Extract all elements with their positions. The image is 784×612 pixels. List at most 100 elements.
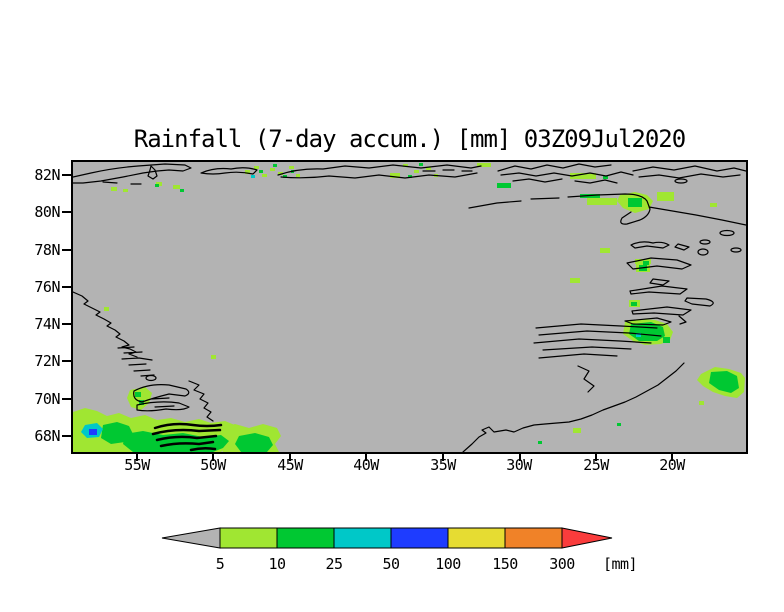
colorbar-tick-label: 300 [549,555,575,573]
rain-patch [123,189,128,192]
rain-patch [254,166,259,169]
y-tick-mark [62,435,71,437]
colorbar-tick-label: 150 [492,555,518,573]
colorbar-segment [276,527,335,549]
rain-patch [89,429,97,435]
y-tick-label: 74N [34,315,60,333]
x-tick-label: 20W [659,456,685,474]
rain-patch [710,203,717,207]
rain-patch [283,175,287,178]
rain-patch [426,167,431,170]
coastline-island [674,178,688,184]
x-tick-mark [519,454,521,461]
coastline-island [699,239,711,245]
colorbar-tick-label: 5 [216,555,225,573]
colorbar-segment [219,527,278,549]
x-tick-mark [136,454,138,461]
y-tick-label: 78N [34,241,60,259]
colorbar-segment [447,527,506,549]
rain-patch [699,401,704,405]
coastline-north [73,163,746,185]
plot-title: Rainfall (7-day accum.) [mm] 03Z09Jul202… [133,125,686,153]
y-tick-mark [62,323,71,325]
y-tick-mark [62,211,71,213]
rain-patch [573,428,581,433]
x-tick-label: 25W [583,456,609,474]
rain-patch [390,173,400,178]
rain-patch [262,174,267,177]
coastline-southeast [462,362,685,452]
coastline-contours [73,163,746,452]
rain-patch [600,248,610,253]
colorbar-underflow-arrow [161,527,221,549]
coastline-disko [151,422,223,452]
rain-patch [570,173,596,179]
rain-patch [617,423,621,426]
y-tick-mark [62,174,71,176]
rain-patch [497,183,511,188]
rain-patch [245,170,250,174]
rain-patch [104,307,109,311]
rain-patch [408,175,412,178]
x-tick-mark [442,454,444,461]
y-tick-label: 70N [34,390,60,408]
coastline-island [730,247,742,253]
x-tick-mark [365,454,367,461]
rain-patch [173,185,180,189]
rain-patch [111,187,117,191]
x-tick-mark [671,454,673,461]
rain-patch [273,164,277,167]
colorbar-segment [333,527,392,549]
x-tick-label: 50W [200,456,226,474]
rain-patch [643,261,649,265]
colorbar-tick-label: 25 [325,555,342,573]
rain-patch [135,392,141,397]
rain-patch [259,170,263,173]
rain-patch [419,163,423,166]
colorbar-tick-label: 100 [435,555,461,573]
rain-patch [709,371,739,393]
y-tick-label: 72N [34,352,60,370]
x-tick-mark [212,454,214,461]
x-tick-label: 35W [430,456,456,474]
y-tick-label: 82N [34,166,60,184]
rain-patch [603,176,608,179]
y-tick-label: 68N [34,427,60,445]
coastline-northeast [468,193,746,226]
coastline-island [145,374,157,382]
x-tick-label: 40W [353,456,379,474]
rain-patch [296,174,300,177]
rain-patch [155,184,159,187]
y-tick-mark [62,360,71,362]
colorbar-tick-label: 50 [382,555,400,573]
rain-shading-heavy [81,175,641,438]
rain-patch [235,433,273,452]
rain-patch [570,278,580,283]
y-tick-mark [62,398,71,400]
rain-patch [538,441,542,444]
map-plot-area [71,160,748,454]
rain-patch [289,166,294,169]
rain-patch [270,168,275,171]
x-tick-mark [289,454,291,461]
rain-patch [587,198,617,205]
rain-patch [251,175,255,178]
coastline-island [697,248,709,256]
coastline-island [719,229,735,237]
x-tick-label: 30W [506,456,532,474]
rain-patch [278,172,283,175]
rain-patch [123,431,229,452]
rain-patch [663,337,670,343]
rainfall-map-canvas [73,162,746,452]
x-tick-label: 55W [124,456,150,474]
y-tick-mark [62,249,71,251]
colorbar-segment [504,527,563,549]
rain-patch [657,192,674,201]
rain-patch [414,170,419,173]
rain-patch [631,302,637,306]
rain-patch [477,163,491,167]
y-tick-label: 80N [34,203,60,221]
y-tick-label: 76N [34,278,60,296]
coastline-east-fjords [533,241,714,393]
